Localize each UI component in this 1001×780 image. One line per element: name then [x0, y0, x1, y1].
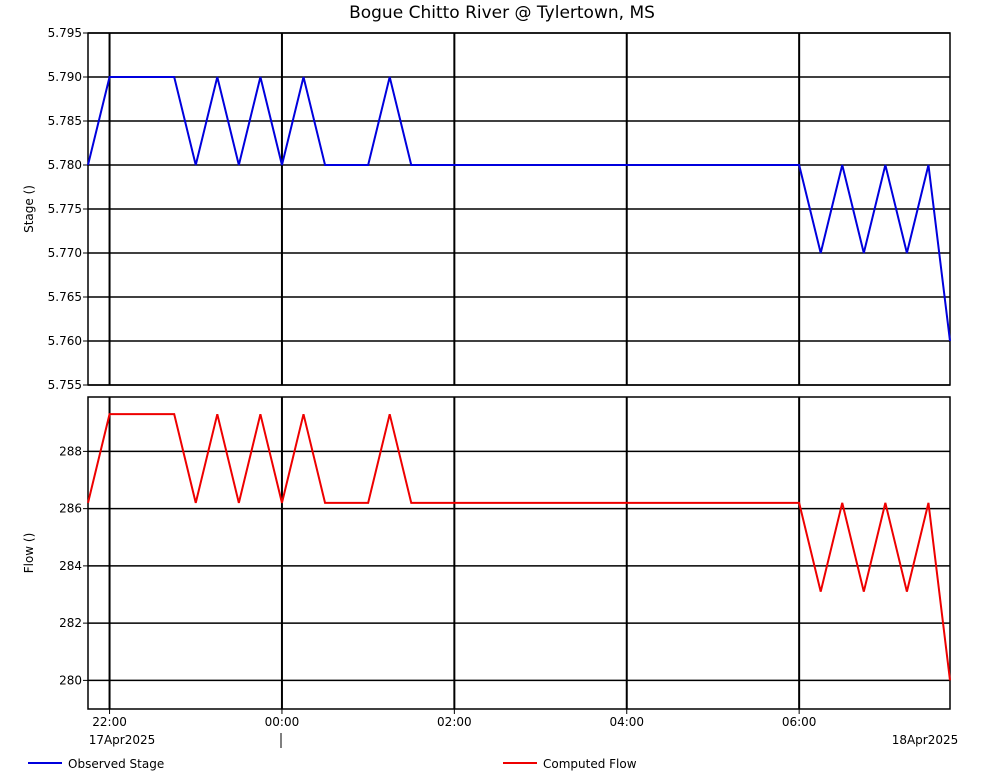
legend-label-computed-flow: Computed Flow	[543, 757, 637, 771]
stage-gridlines	[83, 32, 950, 386]
end-date-label: 18Apr2025	[892, 733, 959, 747]
flow-plot-frame	[87, 396, 951, 710]
y-tick-label: 284	[59, 559, 82, 573]
y-tick-label: 5.795	[48, 26, 82, 40]
stage-series-layer	[87, 76, 951, 342]
x-axis-time-labels: 22:00 00:00 02:00 04:00 06:00	[92, 709, 816, 729]
x-tick-label: 04:00	[609, 715, 644, 729]
y-tick-label: 5.775	[48, 202, 82, 216]
flow-y-tick-labels: 288 286 284 282 280	[59, 444, 82, 687]
y-tick-label: 5.755	[48, 378, 82, 392]
legend: Observed Stage Computed Flow	[28, 757, 637, 771]
stage-axis-label: Stage ()	[22, 185, 36, 233]
flow-axis-label: Flow ()	[22, 533, 36, 574]
stage-y-tick-labels: 5.795 5.790 5.785 5.780 5.775 5.770 5.765 5.760…	[48, 26, 82, 392]
flow-series-layer	[87, 413, 951, 681]
y-tick-label: 5.785	[48, 114, 82, 128]
legend-label-observed-stage: Observed Stage	[68, 757, 164, 771]
flow-panel: 288 286 284 282 280 Flow ()	[22, 396, 951, 710]
y-tick-label: 5.765	[48, 290, 82, 304]
x-tick-label: 00:00	[265, 715, 300, 729]
y-tick-label: 288	[59, 444, 82, 458]
y-tick-label: 282	[59, 616, 82, 630]
series-line-observed-stage	[87, 76, 951, 342]
flow-gridlines	[83, 397, 950, 709]
start-date-label: 17Apr2025	[89, 733, 156, 747]
y-tick-label: 5.770	[48, 246, 82, 260]
x-tick-label: 02:00	[437, 715, 472, 729]
chart-title: Bogue Chitto River @ Tylertown, MS	[349, 3, 655, 23]
y-tick-label: 5.780	[48, 158, 82, 172]
x-tick-label: 06:00	[782, 715, 817, 729]
y-tick-label: 286	[59, 502, 82, 516]
x-tick-label: 22:00	[92, 715, 127, 729]
y-tick-label: 5.790	[48, 70, 82, 84]
y-tick-label: 5.760	[48, 334, 82, 348]
stage-panel: 5.795 5.790 5.785 5.780 5.775 5.770 5.765 5.760…	[22, 26, 951, 392]
y-tick-label: 280	[59, 673, 82, 687]
series-line-computed-flow	[87, 413, 951, 681]
